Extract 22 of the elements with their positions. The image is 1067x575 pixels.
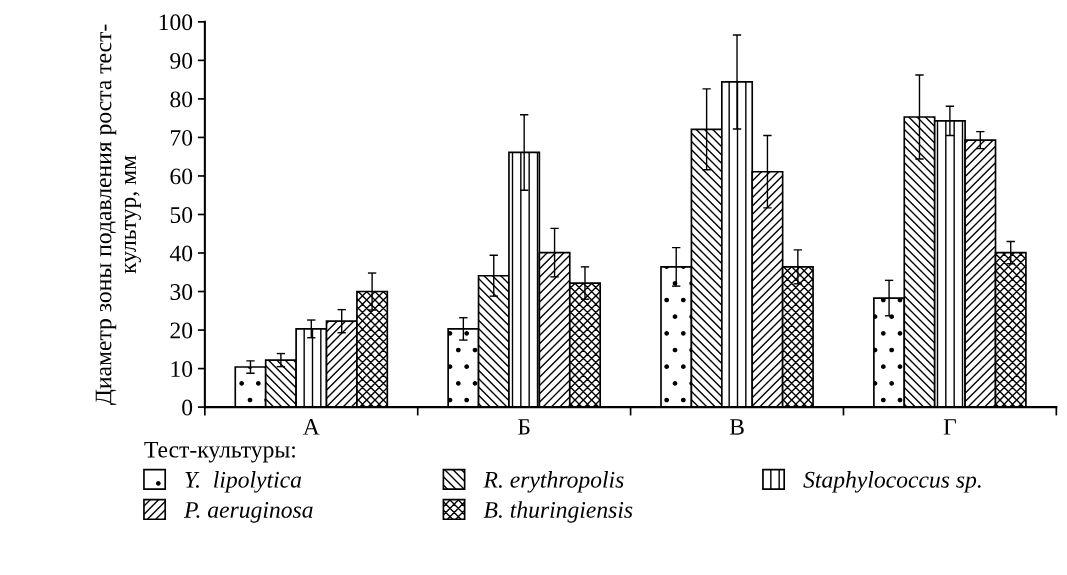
y-tick-label: 40 xyxy=(169,245,193,262)
x-tick-label: Г xyxy=(943,419,956,435)
y-axis-title: Диаметр зоны подавления роста тест- культур, мм xyxy=(95,24,141,406)
y-tick-label: 80 xyxy=(170,91,193,108)
y-tick-label: 30 xyxy=(170,284,193,300)
x-tick-label: В xyxy=(729,419,744,435)
legend-label: Y. lipolytica xyxy=(185,471,302,493)
legend-label: B. thuringiensis xyxy=(483,501,633,523)
x-tick-label: Б xyxy=(518,419,530,435)
y-tick-label: 100 xyxy=(159,14,193,31)
y-tick-label: 60 xyxy=(170,168,193,185)
y-tick-label: 20 xyxy=(170,322,193,339)
y-tick-label: 90 xyxy=(170,52,193,69)
legend-label: P. aeruginosa xyxy=(183,501,313,523)
legend-title: Тест-культуры: xyxy=(144,441,295,463)
y-tick-label: 10 xyxy=(171,361,193,377)
legend-label: Staphylococcus sp. xyxy=(803,471,981,493)
legend-label: R. erythropolis xyxy=(483,471,624,493)
y-tick-label: 50 xyxy=(170,206,193,223)
y-tick-label: 0 xyxy=(182,399,193,416)
x-tick-label: А xyxy=(303,419,320,435)
y-tick-label: 70 xyxy=(171,129,193,146)
